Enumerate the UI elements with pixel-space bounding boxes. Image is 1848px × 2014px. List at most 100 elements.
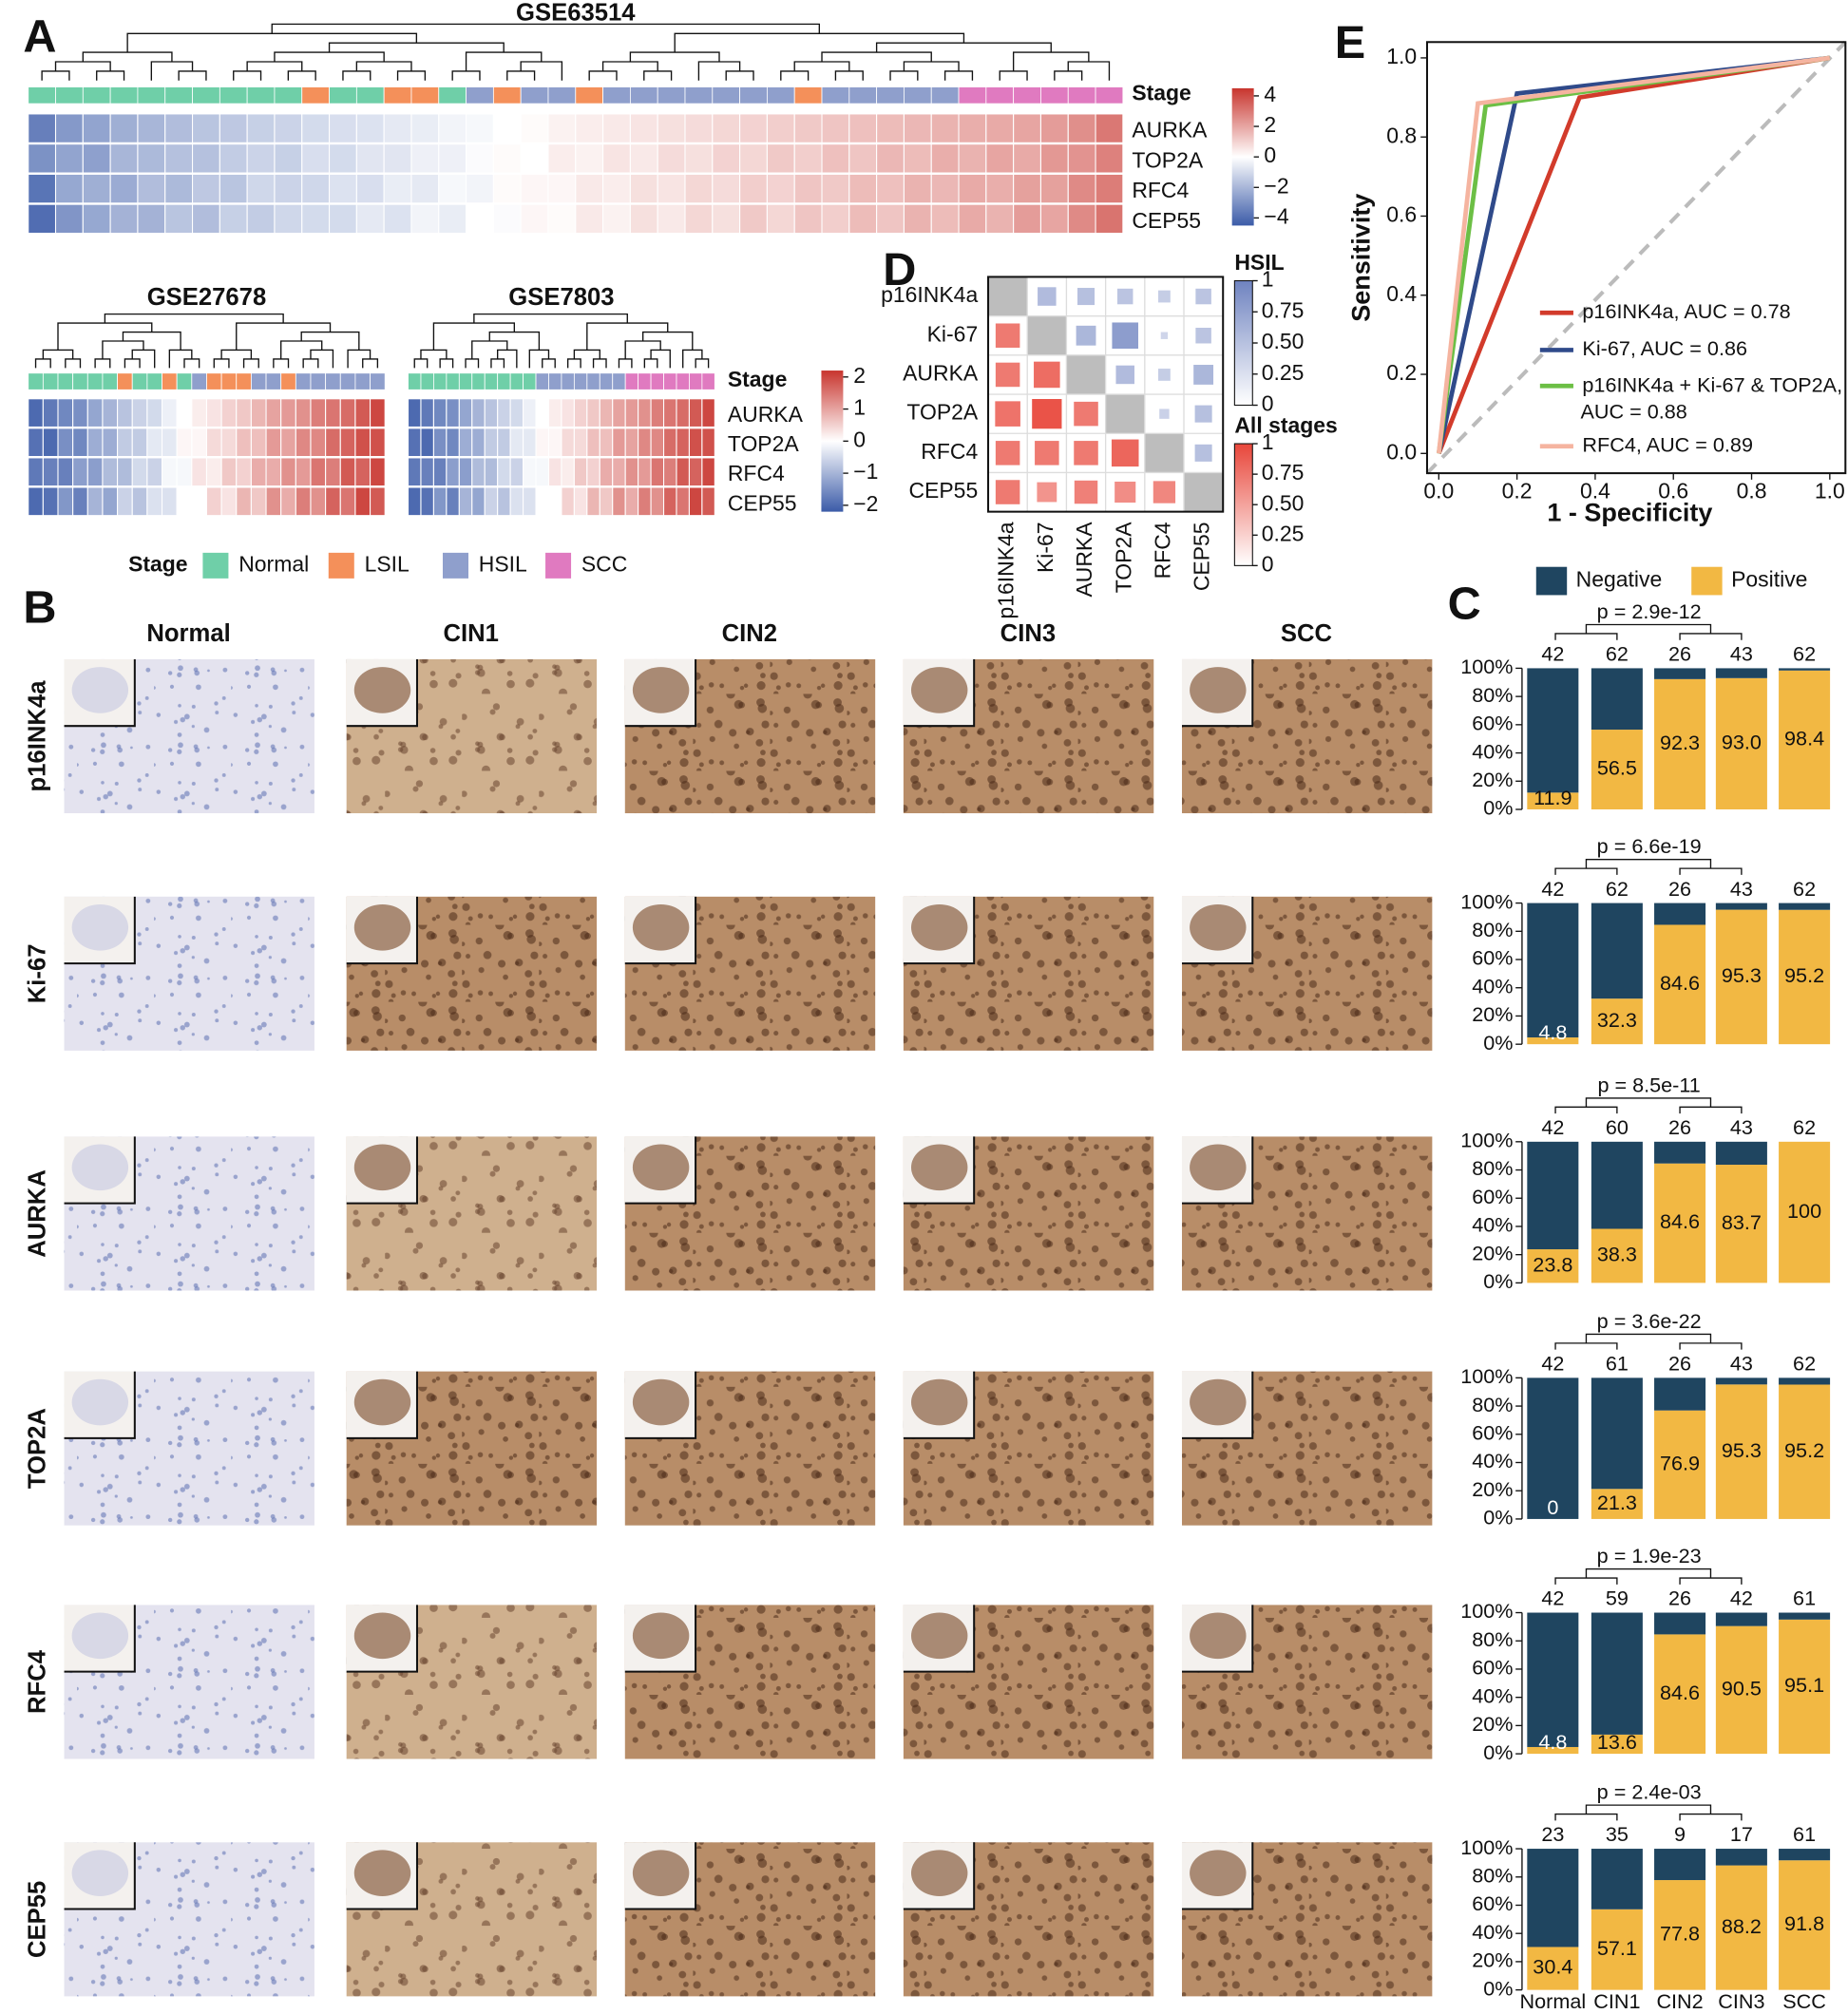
count-label: 42 <box>1541 642 1564 666</box>
colorbar-label: 0.75 <box>1262 460 1305 484</box>
colorbar-label: 0.25 <box>1262 360 1305 385</box>
count-label: 42 <box>1541 1586 1564 1610</box>
dendrogram-branch <box>697 61 741 81</box>
y-tick-label: 20% <box>1472 768 1513 791</box>
stage-cell <box>191 372 207 390</box>
heatmap-cell <box>492 173 522 204</box>
heatmap-cell <box>191 203 220 235</box>
heatmap-cell <box>280 398 296 428</box>
heatmap-cell <box>325 428 341 458</box>
colorbar-label: −1 <box>853 459 878 484</box>
bar-positive <box>1654 678 1706 809</box>
correlation-square <box>1074 480 1098 504</box>
y-tick-label: 40% <box>1472 1683 1513 1707</box>
stage-cell <box>930 86 960 104</box>
inset-tissue <box>1190 667 1247 713</box>
bar-positive <box>1591 1909 1643 1990</box>
gene-label: TOP2A <box>728 431 800 456</box>
dendrogram-branch <box>287 70 316 81</box>
heatmap-cell <box>1095 203 1124 235</box>
stage-cell <box>547 86 577 104</box>
inset-border <box>624 1842 697 1910</box>
stage-cell <box>767 86 795 104</box>
diagonal-cell <box>1144 433 1185 473</box>
heatmap-cell <box>301 113 331 143</box>
colorbar-label: −2 <box>1264 173 1288 198</box>
heatmap-cell <box>280 457 296 487</box>
heatmap-cell <box>410 203 440 235</box>
stage-cell <box>1067 86 1096 104</box>
inset-border <box>64 1136 136 1205</box>
heatmap-cell <box>688 486 703 517</box>
stage-cell <box>821 86 850 104</box>
stage-cell <box>28 372 44 390</box>
stage-cell <box>689 372 703 390</box>
heatmap-cell <box>54 173 84 204</box>
heatmap-cell <box>383 113 412 143</box>
bar-positive <box>1779 1384 1831 1519</box>
count-label: 42 <box>1541 1352 1564 1376</box>
dendrogram-branch <box>542 358 556 369</box>
heatmap-cell <box>821 173 850 204</box>
count-label: 61 <box>1606 1352 1629 1376</box>
heatmap-cell <box>407 486 422 517</box>
stage-cell <box>484 372 499 390</box>
heatmap-cell <box>1067 143 1096 174</box>
count-label: 62 <box>1793 642 1816 666</box>
heatmap-title: GSE7803 <box>508 284 614 311</box>
heatmap-cell <box>301 143 331 174</box>
inset-tissue <box>353 1144 411 1191</box>
heatmap-cell <box>612 428 626 458</box>
heatmap-cell <box>325 398 341 428</box>
dendrogram-branch <box>274 51 385 62</box>
bar-positive <box>1591 730 1643 809</box>
heatmap-cell <box>573 428 588 458</box>
value-label: 83.7 <box>1722 1210 1762 1234</box>
inset-tissue <box>1190 903 1247 951</box>
bracket <box>1554 858 1743 875</box>
heatmap-cell <box>492 113 522 143</box>
stage-cell <box>599 372 614 390</box>
heatmap-cell <box>295 428 312 458</box>
dendrogram-branch <box>420 349 448 359</box>
dendrogram-branch <box>96 70 125 81</box>
heatmap-cell <box>220 486 238 517</box>
inset-border <box>624 896 697 965</box>
stage-cell <box>164 86 193 104</box>
heatmap-cell <box>561 398 575 428</box>
heatmap-cell <box>509 457 524 487</box>
x-tick-label: CIN2 <box>1656 1989 1703 2013</box>
correlation-square <box>995 362 1020 388</box>
heatmap-cell <box>497 486 511 517</box>
count-label: 26 <box>1668 1352 1691 1376</box>
dendrogram-branch <box>903 61 960 71</box>
heatmap-cell <box>599 428 614 458</box>
stage-cell <box>339 372 356 390</box>
panel-label: B <box>23 581 56 633</box>
bar-negative <box>1654 1141 1706 1164</box>
heatmap-cell <box>821 113 850 143</box>
heatmap-cell <box>629 203 658 235</box>
stage-cell <box>701 372 715 390</box>
value-label: 0 <box>1547 1495 1558 1519</box>
heatmap-cell <box>205 486 222 517</box>
dendrogram-branch <box>413 358 429 369</box>
heatmap-cell <box>492 203 522 235</box>
stage-cell <box>520 86 549 104</box>
stage-cell <box>575 86 603 104</box>
heatmap-cell <box>383 203 412 235</box>
dendrogram-branch <box>573 349 600 359</box>
heatmap-cell <box>383 143 412 174</box>
legend-label: p16INK4a + Ki-67 & TOP2A, AUC = 0.88 <box>1576 372 1842 423</box>
dendrogram-branch <box>473 313 628 324</box>
value-label: 92.3 <box>1660 731 1700 754</box>
heatmap-cell <box>662 457 677 487</box>
heatmap-cell <box>624 398 639 428</box>
heatmap-cell <box>903 173 932 204</box>
heatmap-cell <box>1039 113 1069 143</box>
dendrogram-branch <box>780 70 810 81</box>
bar-negative <box>1591 1378 1643 1490</box>
value-label: 11.9 <box>1534 786 1572 809</box>
heatmap-cell <box>176 428 193 458</box>
heatmap-cell <box>407 457 422 487</box>
